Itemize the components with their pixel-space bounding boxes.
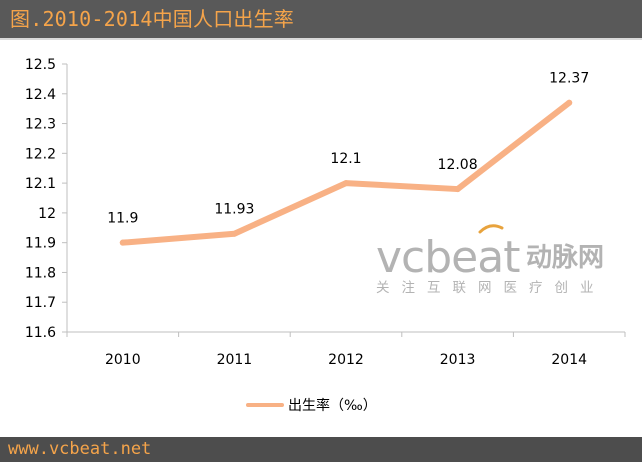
chart-title: 图.2010-2014中国人口出生率 <box>10 7 295 31</box>
y-tick-label: 12.4 <box>25 87 56 103</box>
watermark-brand-cn: 动脉网 <box>526 243 604 273</box>
x-tick-label: 2011 <box>217 352 253 368</box>
data-label: 12.08 <box>438 157 478 173</box>
x-tick-label: 2014 <box>551 352 587 368</box>
x-tick-label: 2013 <box>440 352 476 368</box>
y-tick-label: 12.2 <box>25 146 56 162</box>
data-point <box>119 239 126 246</box>
watermark-logo-accent <box>478 224 504 234</box>
title-bar: 图.2010-2014中国人口出生率 <box>0 0 642 40</box>
y-tick-label: 12 <box>38 206 56 222</box>
y-tick-label: 12.5 <box>25 57 56 73</box>
data-label: 12.37 <box>549 71 589 87</box>
data-label: 12.1 <box>330 151 361 167</box>
legend-label: 出生率（‰） <box>288 397 377 414</box>
y-tick-label: 11.7 <box>25 295 56 311</box>
y-tick-label: 12.1 <box>25 176 56 192</box>
y-tick-label: 12.3 <box>25 117 56 133</box>
data-point <box>454 186 461 193</box>
data-label: 11.93 <box>214 202 254 218</box>
y-tick-label: 11.8 <box>25 265 56 281</box>
x-tick-label: 2010 <box>105 352 141 368</box>
x-tick-label: 2012 <box>328 352 364 368</box>
watermark-slogan: 关注互联网医疗创业 <box>376 280 606 296</box>
data-point <box>343 180 349 187</box>
footer-bar: www.vcbeat.net <box>0 437 642 462</box>
data-label: 11.9 <box>107 211 138 227</box>
series-line-birth-rate <box>119 99 573 246</box>
footer-url: www.vcbeat.net <box>8 439 152 459</box>
y-tick-label: 11.6 <box>25 325 56 341</box>
watermark-brand-latin: vcbeat <box>376 232 520 283</box>
y-tick-label: 11.9 <box>25 236 56 252</box>
data-point <box>231 230 238 237</box>
data-point <box>566 99 573 106</box>
